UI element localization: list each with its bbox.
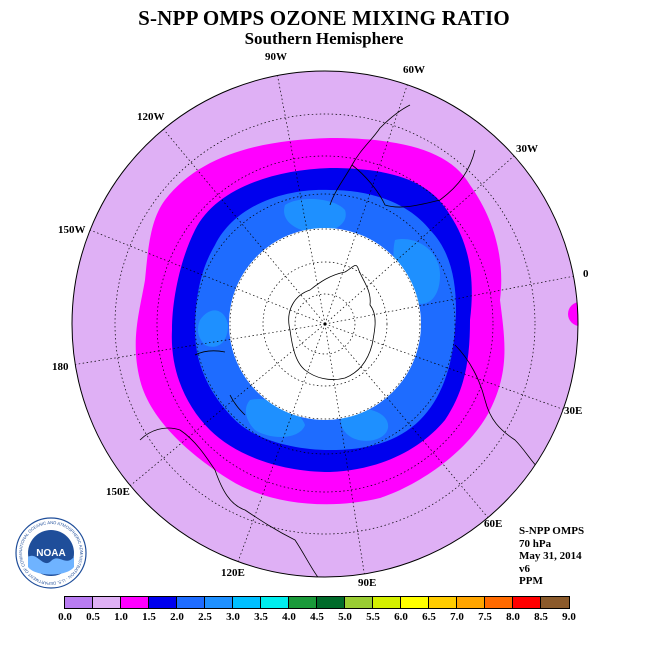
colorbar-tick-label: 0.0 — [58, 611, 72, 623]
colorbar-tick-label: 3.5 — [254, 611, 268, 623]
version-label: v6 — [519, 562, 530, 575]
colorbar-swatch — [373, 597, 401, 608]
band-2-5-c — [197, 310, 228, 347]
colorbar-swatch — [205, 597, 233, 608]
colorbar-tick-label: 8.0 — [506, 611, 520, 623]
map-subtitle: Southern Hemisphere — [244, 29, 404, 48]
colorbar-tick-label: 7.5 — [478, 611, 492, 623]
noaa-logo: NATIONAL OCEANIC AND ATMOSPHERIC ADMINIS… — [15, 517, 87, 589]
colorbar-swatch — [289, 597, 317, 608]
units-label: PPM — [519, 575, 543, 587]
colorbar-swatch — [177, 597, 205, 608]
colorbar-tick-label: 2.5 — [198, 611, 212, 623]
info-block: S-NPP OMPS 70 hPa May 31, 2014 v6 PPM — [519, 525, 584, 588]
colorbar-swatch — [65, 597, 93, 608]
noaa-logo-text: NOAA — [36, 548, 65, 559]
map-title: S-NPP OMPS OZONE MIXING RATIO — [138, 6, 510, 30]
colorbar-swatch — [121, 597, 149, 608]
band-2-5-e — [340, 408, 389, 441]
lon-label-120w: 120W — [137, 111, 165, 123]
colorbar-tick-label: 1.5 — [142, 611, 156, 623]
lon-label-150e: 150E — [106, 486, 130, 498]
date-label: May 31, 2014 — [519, 550, 582, 562]
lon-label-150w: 150W — [58, 224, 86, 236]
band-2-5-d — [245, 399, 305, 437]
colorbar-tick-label: 4.5 — [310, 611, 324, 623]
colorbar-swatch — [457, 597, 485, 608]
colorbar-tick-label: 0.5 — [86, 611, 100, 623]
lon-label-60w: 60W — [403, 64, 425, 76]
australia-coastline — [139, 427, 321, 577]
colorbar-tick-label: 6.5 — [422, 611, 436, 623]
lon-label-30w: 30W — [516, 143, 538, 155]
colorbar-swatch — [233, 597, 261, 608]
lon-label-30e: 30E — [564, 405, 582, 417]
band-1-0-edge-patch — [568, 302, 578, 326]
lon-label-90w: 90W — [265, 51, 287, 63]
colorbar-tick-label: 3.0 — [226, 611, 240, 623]
colorbar-swatch — [345, 597, 373, 608]
antarctica-coastline — [288, 265, 376, 380]
level-label: 70 hPa — [519, 537, 552, 550]
colorbar-tick-label: 6.0 — [394, 611, 408, 623]
lon-label-120e: 120E — [221, 567, 245, 579]
colorbar-tick-label: 1.0 — [114, 611, 128, 623]
lon-label-90e: 90E — [358, 577, 376, 589]
colorbar-tick-label: 2.0 — [170, 611, 184, 623]
colorbar — [64, 596, 570, 609]
map-boundary — [71, 70, 579, 578]
colorbar-ticks: 0.0 0.5 1.0 1.5 2.0 2.5 3.0 3.5 4.0 4.5 5.0 5.5 6.0 6… — [0, 611, 648, 625]
colorbar-tick-label: 8.5 — [534, 611, 548, 623]
colorbar-swatch — [429, 597, 457, 608]
lon-label-60e: 60E — [484, 518, 502, 530]
new-zealand-coastline — [194, 350, 246, 416]
colorbar-swatch — [317, 597, 345, 608]
colorbar-tick-label: 5.5 — [366, 611, 380, 623]
lon-label-180: 180 — [52, 361, 69, 373]
colorbar-swatch — [513, 597, 541, 608]
colorbar-tick-label: 5.0 — [338, 611, 352, 623]
colorbar-swatch — [541, 597, 569, 608]
colorbar-swatch — [93, 597, 121, 608]
colorbar-swatch — [401, 597, 429, 608]
south-america-coastline — [329, 104, 476, 208]
colorbar-tick-label: 9.0 — [562, 611, 576, 623]
instrument-label: S-NPP OMPS — [519, 525, 585, 537]
graticule — [72, 72, 578, 577]
colorbar-swatch — [261, 597, 289, 608]
colorbar-tick-label: 7.0 — [450, 611, 464, 623]
colorbar-tick-label: 4.0 — [282, 611, 296, 623]
colorbar-swatch — [485, 597, 513, 608]
lon-label-0: 0 — [583, 268, 589, 280]
band-2-5-a — [284, 198, 346, 233]
colorbar-swatch — [149, 597, 177, 608]
africa-coastline — [454, 344, 541, 471]
